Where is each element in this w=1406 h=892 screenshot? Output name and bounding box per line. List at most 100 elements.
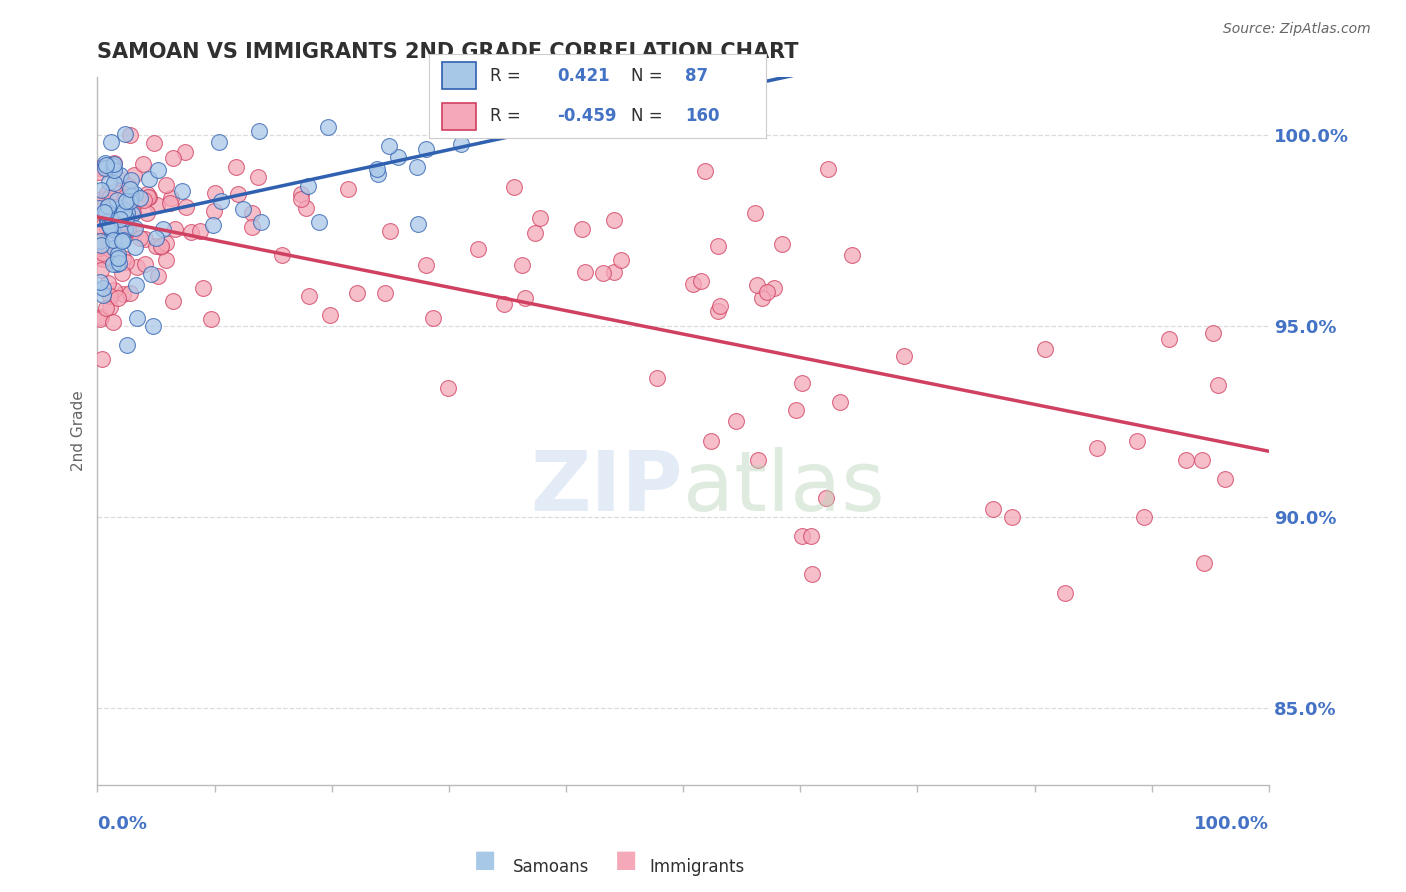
Point bbox=[790, 529, 813, 543]
Text: R =: R = bbox=[489, 107, 520, 125]
Point bbox=[250, 215, 273, 229]
Point bbox=[112, 204, 135, 219]
Point bbox=[162, 151, 184, 165]
Point bbox=[103, 241, 125, 255]
Point bbox=[96, 222, 118, 236]
Point bbox=[118, 194, 141, 209]
Point bbox=[725, 414, 748, 428]
Point bbox=[89, 311, 111, 326]
Point bbox=[602, 265, 624, 279]
Point bbox=[111, 266, 134, 280]
Point bbox=[118, 286, 141, 301]
Text: 87: 87 bbox=[685, 67, 709, 85]
Point bbox=[117, 178, 139, 193]
Point bbox=[115, 255, 138, 269]
Point bbox=[603, 213, 626, 227]
Point bbox=[108, 227, 131, 241]
Text: SAMOAN VS IMMIGRANTS 2ND GRADE CORRELATION CHART: SAMOAN VS IMMIGRANTS 2ND GRADE CORRELATI… bbox=[97, 42, 799, 62]
Point bbox=[173, 145, 195, 159]
Point bbox=[893, 349, 915, 363]
Point bbox=[225, 160, 247, 174]
Point bbox=[308, 215, 330, 229]
Point bbox=[510, 258, 533, 272]
Point bbox=[115, 211, 138, 225]
Point bbox=[145, 238, 167, 252]
Point bbox=[159, 196, 181, 211]
Point bbox=[828, 395, 851, 409]
Text: ZIP: ZIP bbox=[530, 447, 683, 528]
Point bbox=[709, 299, 731, 313]
Point bbox=[96, 186, 118, 201]
Point bbox=[97, 218, 120, 232]
Point bbox=[87, 235, 110, 250]
Point bbox=[117, 222, 139, 236]
Text: 100.0%: 100.0% bbox=[1194, 815, 1270, 833]
Point bbox=[770, 237, 793, 252]
Point bbox=[115, 194, 138, 209]
Point bbox=[87, 239, 110, 253]
Point bbox=[415, 142, 437, 156]
Point bbox=[89, 201, 111, 215]
Point bbox=[138, 172, 160, 186]
Point bbox=[211, 194, 233, 209]
Point bbox=[155, 252, 177, 267]
Point bbox=[114, 128, 136, 142]
Point bbox=[91, 220, 114, 235]
Point bbox=[124, 278, 146, 293]
Point bbox=[100, 135, 122, 149]
Point bbox=[108, 202, 131, 216]
Point bbox=[1033, 342, 1056, 356]
Point bbox=[127, 260, 149, 274]
Point bbox=[118, 128, 141, 143]
Point bbox=[814, 491, 837, 505]
Point bbox=[792, 376, 814, 391]
Point bbox=[96, 215, 118, 229]
Point bbox=[105, 221, 128, 235]
Point bbox=[246, 170, 269, 185]
Point bbox=[101, 163, 124, 178]
Point bbox=[122, 168, 145, 182]
Point bbox=[108, 256, 131, 270]
Point bbox=[90, 238, 112, 252]
Point bbox=[247, 124, 270, 138]
Point bbox=[135, 206, 157, 220]
Point bbox=[98, 242, 121, 256]
Point bbox=[180, 225, 202, 239]
Point bbox=[134, 256, 156, 270]
Point bbox=[120, 173, 142, 187]
Point bbox=[174, 201, 197, 215]
Point bbox=[290, 192, 312, 206]
Point bbox=[103, 159, 125, 173]
Text: -0.459: -0.459 bbox=[557, 107, 617, 125]
Point bbox=[141, 267, 163, 281]
Point bbox=[700, 434, 723, 448]
Point bbox=[115, 206, 138, 220]
Point bbox=[90, 183, 112, 197]
Point bbox=[762, 280, 785, 294]
Point bbox=[170, 184, 193, 198]
Point bbox=[107, 230, 129, 244]
Point bbox=[1126, 434, 1149, 448]
Point bbox=[114, 222, 136, 236]
Point bbox=[107, 291, 129, 305]
FancyBboxPatch shape bbox=[443, 62, 477, 89]
Point bbox=[87, 252, 110, 266]
Point bbox=[148, 268, 170, 283]
Point bbox=[744, 206, 766, 220]
Point bbox=[297, 178, 319, 193]
Point bbox=[98, 206, 121, 220]
Point bbox=[682, 277, 704, 292]
Point bbox=[1133, 510, 1156, 524]
Point bbox=[97, 276, 120, 290]
Point bbox=[318, 120, 340, 134]
Point bbox=[98, 203, 121, 218]
Point bbox=[111, 251, 134, 265]
Point bbox=[155, 235, 177, 250]
Point bbox=[695, 163, 717, 178]
Point bbox=[107, 251, 129, 265]
Point bbox=[124, 186, 146, 201]
Point bbox=[91, 245, 114, 260]
Point bbox=[1085, 441, 1108, 455]
Point bbox=[136, 187, 159, 202]
Point bbox=[122, 205, 145, 219]
